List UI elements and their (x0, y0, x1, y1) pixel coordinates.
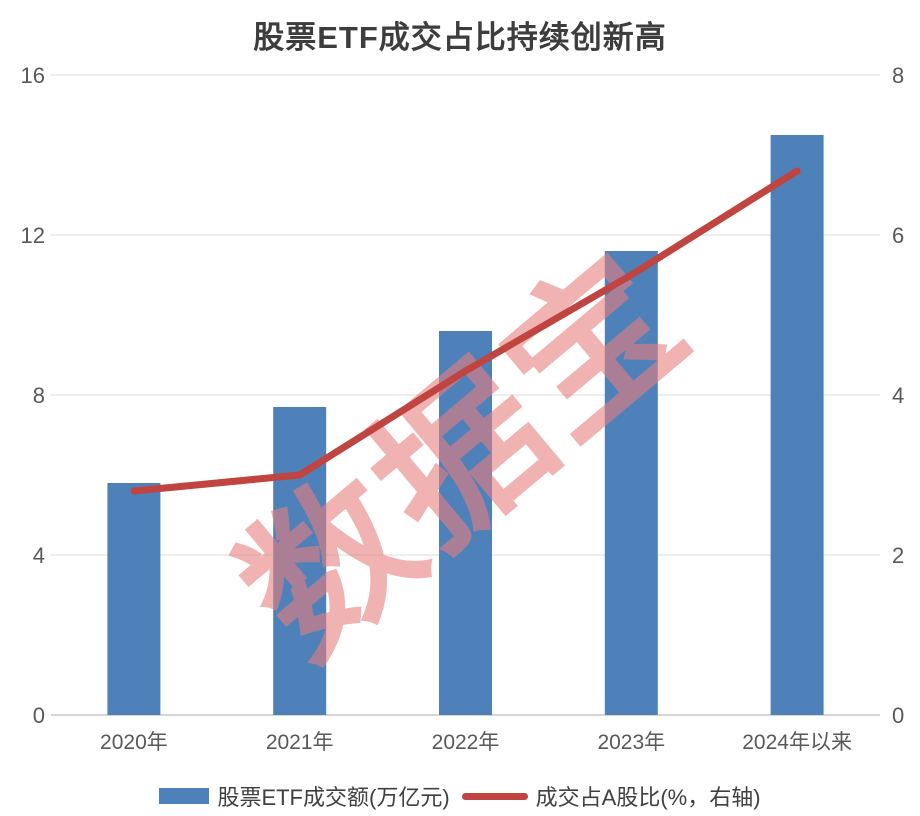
legend-bar-swatch (159, 788, 210, 804)
bar (604, 251, 658, 715)
trend-line (130, 167, 801, 495)
bar (107, 483, 161, 715)
x-axis-label: 2024年以来 (742, 731, 852, 754)
x-axis-label: 2023年 (597, 731, 665, 754)
left-axis-tick-label: 4 (33, 543, 45, 568)
left-axis-tick-label: 12 (21, 223, 45, 248)
bar (273, 407, 327, 715)
right-axis-tick-label: 4 (892, 383, 904, 408)
x-axis-label: 2022年 (432, 731, 500, 754)
left-axis-tick-label: 0 (33, 703, 45, 728)
x-axis-label: 2020年 (100, 731, 168, 754)
legend: 股票ETF成交额(万亿元) 成交占A股比(%，右轴) (0, 780, 920, 812)
left-axis-tick-label: 8 (33, 383, 45, 408)
right-axis-tick-label: 6 (892, 223, 904, 248)
bar (770, 135, 824, 715)
right-axis-tick-label: 8 (892, 63, 904, 88)
legend-line-label: 成交占A股比(%，右轴) (535, 785, 761, 810)
bar (439, 331, 492, 715)
right-axis-tick-label: 2 (892, 543, 904, 568)
legend-line-swatch (461, 792, 528, 800)
left-axis-tick-label: 16 (21, 63, 45, 88)
x-axis-label: 2021年 (266, 731, 334, 754)
chart-title: 股票ETF成交占比持续创新高 (253, 20, 667, 55)
right-axis-tick-label: 0 (892, 703, 904, 728)
legend-bar-label: 股票ETF成交额(万亿元) (217, 785, 450, 810)
